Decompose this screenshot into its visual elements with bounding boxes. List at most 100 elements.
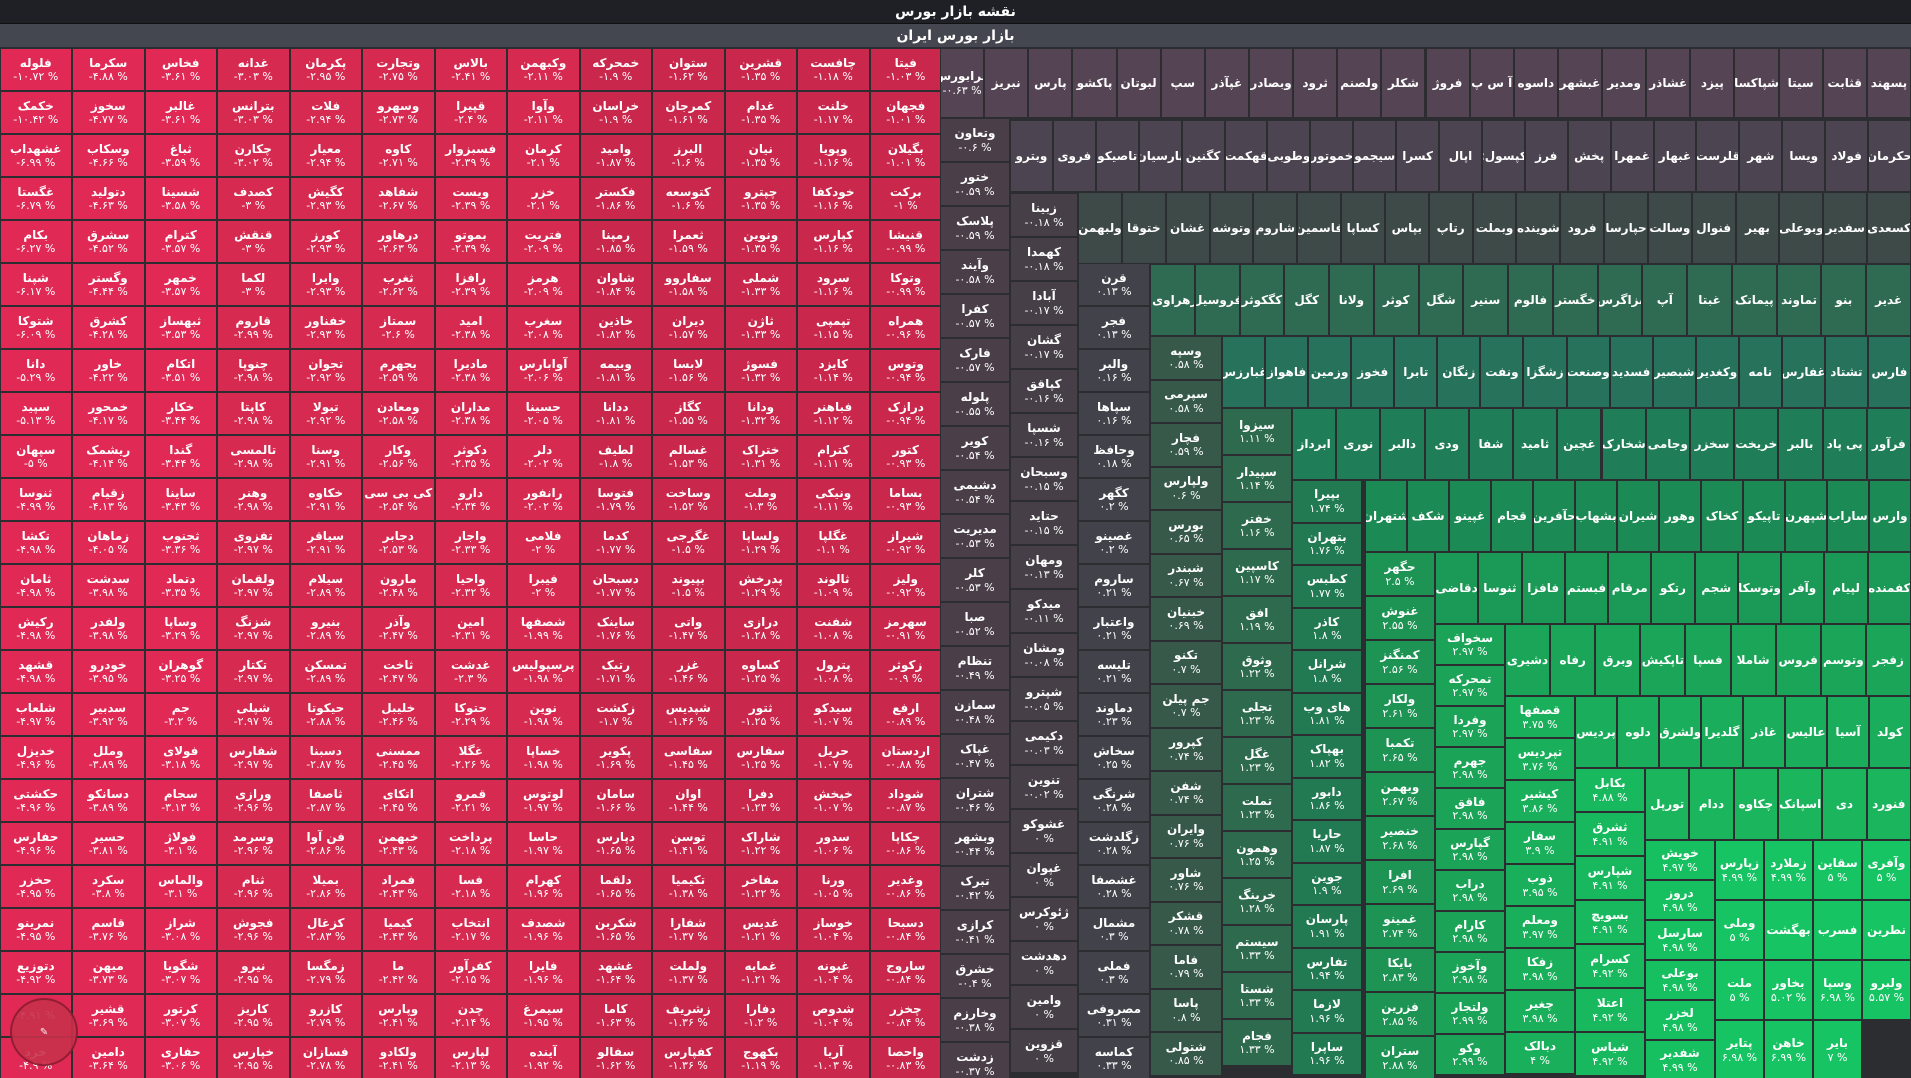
- stock-tile[interactable]: کگنین: [1181, 120, 1225, 192]
- stock-tile[interactable]: تنظام -۰.۴۹ %: [940, 646, 1010, 690]
- stock-tile[interactable]: فخاس -۳.۶۱ %: [144, 48, 217, 91]
- stock-tile[interactable]: دقاضی: [1435, 552, 1479, 624]
- stock-tile[interactable]: فرود: [1560, 192, 1605, 264]
- stock-tile[interactable]: شتران -۰.۴۶ %: [940, 778, 1010, 822]
- stock-tile[interactable]: فرابورس-۰.۶۳ %: [940, 48, 985, 118]
- stock-tile[interactable]: فنورد: [1866, 768, 1911, 840]
- stock-tile[interactable]: فباهنر -۱.۱۲ %: [797, 392, 870, 435]
- stock-tile[interactable]: شاور ۰.۷۶ %: [1150, 858, 1222, 902]
- stock-tile[interactable]: کزغال -۲.۸۳ %: [289, 908, 362, 951]
- stock-tile[interactable]: آینده -۱.۹۲ %: [507, 1037, 580, 1078]
- stock-tile[interactable]: دانا -۵.۲۹ %: [0, 349, 72, 392]
- stock-tile[interactable]: لکما -۳ %: [217, 263, 290, 306]
- stock-tile[interactable]: ومهان -۰.۱۳ %: [1010, 545, 1078, 589]
- stock-tile[interactable]: اعتلا ۴.۹۲ %: [1575, 988, 1645, 1032]
- stock-tile[interactable]: بگیلان -۱.۰۱ %: [869, 134, 942, 177]
- stock-tile[interactable]: همراه -۰.۹۶ %: [869, 306, 942, 349]
- stock-tile[interactable]: چکارن -۳.۰۲ %: [217, 134, 290, 177]
- stock-tile[interactable]: امین -۲.۳۱ %: [434, 607, 507, 650]
- stock-tile[interactable]: بهپاک ۱.۸۲ %: [1292, 735, 1362, 778]
- stock-tile[interactable]: چافست -۱.۱۸ %: [797, 48, 870, 91]
- stock-tile[interactable]: وتجارت -۲.۷۵ %: [362, 48, 435, 91]
- stock-tile[interactable]: فالوم: [1508, 264, 1553, 336]
- stock-tile[interactable]: خراسان -۱.۹ %: [579, 91, 652, 134]
- stock-tile[interactable]: کپارس -۱.۱۶ %: [797, 220, 870, 263]
- stock-tile[interactable]: وملت -۱.۳ %: [724, 478, 797, 521]
- stock-tile[interactable]: غشوکو ۰ %: [1010, 809, 1078, 853]
- stock-tile[interactable]: دشیری: [1505, 624, 1551, 696]
- stock-tile[interactable]: وبصادر: [1248, 48, 1294, 118]
- stock-tile[interactable]: کگیش -۲.۹۳ %: [289, 177, 362, 220]
- stock-tile[interactable]: کاسپین ۱.۱۷ %: [1222, 549, 1292, 596]
- stock-tile[interactable]: تاپیکو: [1743, 480, 1785, 552]
- stock-tile[interactable]: فجوش -۲.۹۶ %: [217, 908, 290, 951]
- stock-tile[interactable]: شدوص -۱.۰۴ %: [797, 994, 870, 1037]
- stock-tile[interactable]: بنیرو -۲.۸۹ %: [289, 607, 362, 650]
- stock-tile[interactable]: غفارس: [1781, 336, 1825, 408]
- stock-tile[interactable]: وزمین: [1308, 336, 1352, 408]
- stock-tile[interactable]: وارس: [1869, 480, 1911, 552]
- stock-tile[interactable]: ذوب ۳.۹۵ %: [1505, 864, 1575, 906]
- stock-tile[interactable]: فافزا: [1521, 552, 1565, 624]
- stock-tile[interactable]: زپارس ۴.۹۹ %: [1715, 840, 1764, 900]
- stock-tile[interactable]: وسهرو -۲.۷۳ %: [362, 91, 435, 134]
- stock-tile[interactable]: سخواف ۲.۹۷ %: [1435, 624, 1505, 665]
- stock-tile[interactable]: فجهان -۱.۰۱ %: [869, 91, 942, 134]
- stock-tile[interactable]: حپارسا: [1604, 192, 1648, 264]
- stock-tile[interactable]: ثاخت -۲.۴۷ %: [362, 650, 435, 693]
- stock-tile[interactable]: کسرا: [1396, 120, 1440, 192]
- stock-tile[interactable]: ولبهمن: [1078, 192, 1122, 264]
- stock-tile[interactable]: شاملا: [1730, 624, 1776, 696]
- stock-tile[interactable]: دسانکو -۳.۸۹ %: [72, 779, 145, 822]
- stock-tile[interactable]: ولانا: [1329, 264, 1374, 336]
- stock-tile[interactable]: شسینا -۳.۵۸ %: [144, 177, 217, 220]
- stock-tile[interactable]: گشان -۰.۱۷ %: [1010, 325, 1078, 369]
- stock-tile[interactable]: حفارس -۴.۹۶ %: [0, 822, 72, 865]
- stock-tile[interactable]: دلقما -۱.۶۵ %: [579, 865, 652, 908]
- stock-tile[interactable]: سمتاز -۲.۶ %: [362, 306, 435, 349]
- stock-tile[interactable]: ثرود: [1293, 48, 1338, 118]
- stock-tile[interactable]: سنیر: [1463, 264, 1509, 336]
- stock-tile[interactable]: دفارا -۱.۲ %: [724, 994, 797, 1037]
- stock-tile[interactable]: نمرینو -۴.۹۵ %: [0, 908, 72, 951]
- stock-tile[interactable]: حفاری -۳.۰۶ %: [144, 1037, 217, 1078]
- stock-tile[interactable]: زملارد ۴.۹۹ %: [1764, 840, 1813, 900]
- stock-tile[interactable]: خوساز -۱.۰۴ %: [797, 908, 870, 951]
- stock-tile[interactable]: فاهواز: [1265, 336, 1309, 408]
- stock-tile[interactable]: غشهداب -۶.۹۹ %: [0, 134, 72, 177]
- stock-tile[interactable]: شوداد -۰.۸۷ %: [869, 779, 942, 822]
- stock-tile[interactable]: چپترو -۱.۳۵ %: [724, 177, 797, 220]
- stock-tile[interactable]: سپرمی ۰.۵۸ %: [1150, 379, 1222, 423]
- stock-tile[interactable]: اتکام -۳.۵۱ %: [144, 349, 217, 392]
- stock-tile[interactable]: کساپا: [1341, 192, 1385, 264]
- stock-tile[interactable]: وهمون ۱.۲۵ %: [1222, 831, 1292, 878]
- stock-tile[interactable]: تالمسی -۲.۹۸ %: [217, 435, 290, 478]
- stock-tile[interactable]: شکف: [1407, 480, 1449, 552]
- stock-tile[interactable]: ثاژن -۱.۳۳ %: [724, 306, 797, 349]
- stock-tile[interactable]: قاسم -۳.۷۶ %: [72, 908, 145, 951]
- stock-tile[interactable]: وساخت -۱.۵۲ %: [652, 478, 725, 521]
- stock-tile[interactable]: ختور -۰.۵۹ %: [940, 162, 1010, 206]
- stock-tile[interactable]: فسرب: [1813, 900, 1862, 960]
- stock-tile[interactable]: نیرو -۲.۹۵ %: [217, 951, 290, 994]
- stock-tile[interactable]: حکرمان: [1868, 120, 1911, 192]
- stock-tile[interactable]: پلوله -۰.۵۵ %: [940, 382, 1010, 426]
- stock-tile[interactable]: ثنام -۲.۹۶ %: [217, 865, 290, 908]
- stock-tile[interactable]: رانفور -۲.۰۲ %: [507, 478, 580, 521]
- stock-tile[interactable]: وکغدیر: [1695, 336, 1739, 408]
- stock-tile[interactable]: ما -۲.۴۲ %: [362, 951, 435, 994]
- stock-tile[interactable]: سیمرغ -۱.۹۵ %: [507, 994, 580, 1037]
- stock-tile[interactable]: چخزر -۰.۸۴ %: [869, 994, 942, 1037]
- stock-tile[interactable]: کگکوثر: [1239, 264, 1285, 336]
- stock-tile[interactable]: دتوزیع -۴.۹۲ %: [0, 951, 72, 994]
- stock-tile[interactable]: شرانل ۱.۸ %: [1292, 650, 1362, 693]
- stock-tile[interactable]: ساینا -۳.۴۳ %: [144, 478, 217, 521]
- stock-tile[interactable]: زهراوی:: [1150, 264, 1195, 336]
- stock-tile[interactable]: سپید -۵.۱۳ %: [0, 392, 72, 435]
- stock-tile[interactable]: شملی -۱.۳۳ %: [724, 263, 797, 306]
- stock-tile[interactable]: کرتور -۳.۰۷ %: [144, 994, 217, 1037]
- stock-tile[interactable]: تورپل: [1645, 768, 1690, 840]
- stock-tile[interactable]: قشرین -۱.۳۵ %: [724, 48, 797, 91]
- stock-tile[interactable]: پاسا ۰.۸ %: [1150, 988, 1222, 1032]
- stock-tile[interactable]: ونفت: [1480, 336, 1524, 408]
